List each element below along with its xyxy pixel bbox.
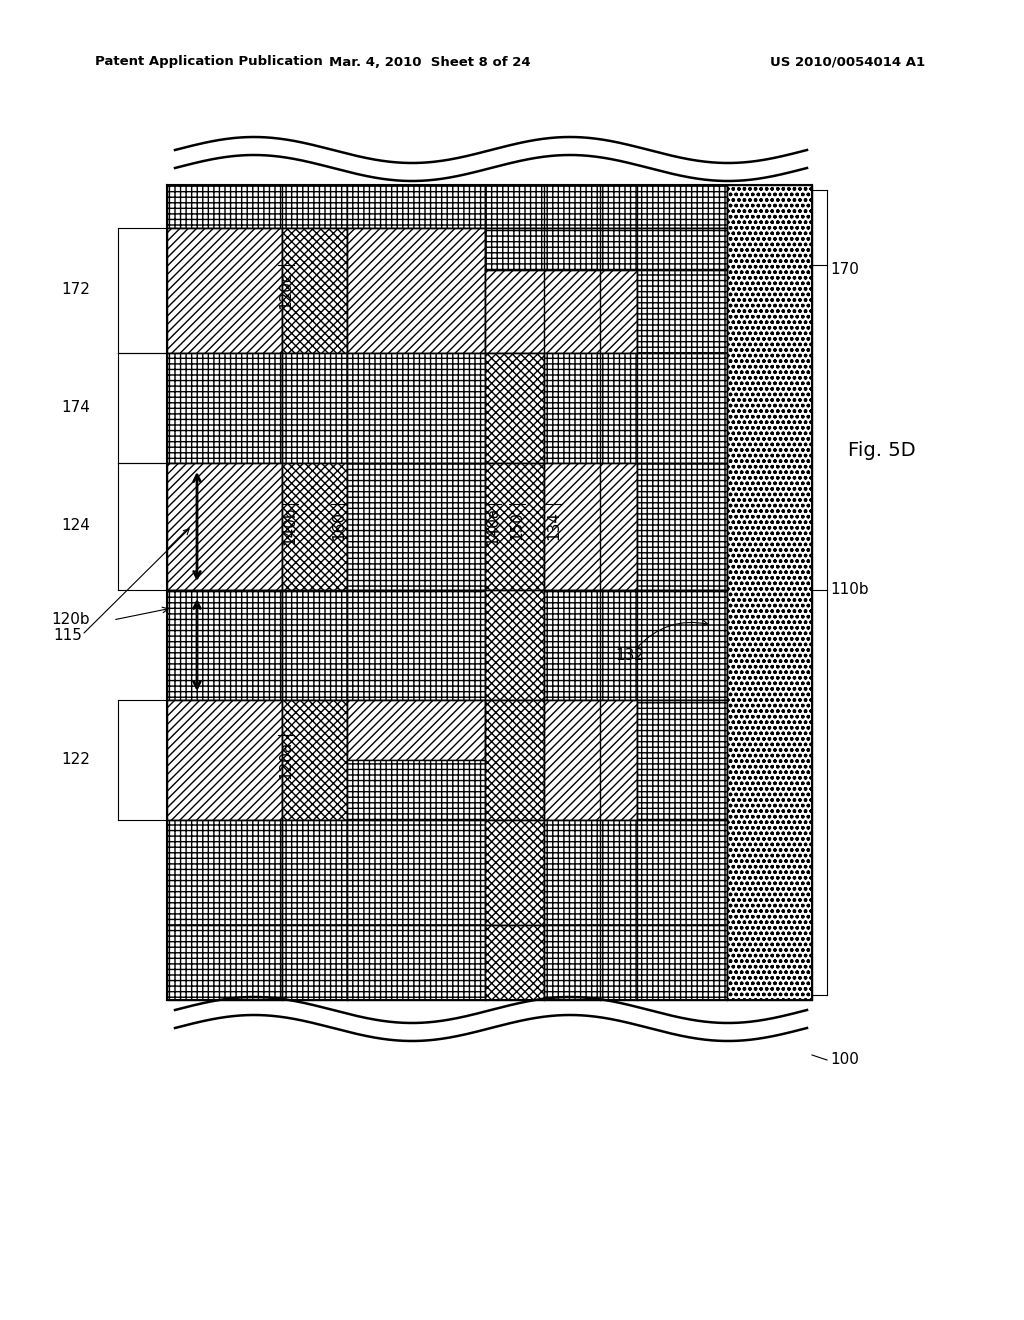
Text: 120b: 120b: [51, 612, 90, 627]
Text: 110b: 110b: [830, 582, 868, 598]
Text: 115: 115: [53, 627, 83, 643]
Bar: [637, 463, 727, 590]
Bar: [544, 700, 637, 820]
Text: 122: 122: [61, 752, 90, 767]
Bar: [544, 820, 727, 925]
Bar: [485, 820, 544, 925]
Bar: [544, 590, 727, 700]
Text: 100: 100: [830, 1052, 859, 1068]
Bar: [282, 820, 347, 925]
Text: 150: 150: [510, 512, 524, 540]
Bar: [167, 820, 282, 925]
Bar: [167, 228, 282, 352]
Bar: [347, 760, 485, 820]
Bar: [727, 185, 812, 1001]
Bar: [282, 352, 347, 463]
Text: 120c: 120c: [279, 272, 294, 309]
Bar: [485, 463, 544, 590]
Bar: [485, 700, 544, 820]
Text: 170: 170: [830, 263, 859, 277]
Bar: [167, 590, 282, 700]
Text: 172: 172: [61, 282, 90, 297]
Bar: [544, 463, 637, 590]
Bar: [347, 820, 485, 925]
Bar: [347, 590, 485, 700]
Text: US 2010/0054014 A1: US 2010/0054014 A1: [770, 55, 925, 69]
Bar: [282, 228, 347, 352]
Bar: [347, 463, 485, 590]
Text: 132: 132: [615, 648, 644, 663]
Text: Mar. 4, 2010  Sheet 8 of 24: Mar. 4, 2010 Sheet 8 of 24: [329, 55, 530, 69]
Bar: [167, 925, 282, 1001]
Bar: [347, 925, 485, 1001]
Bar: [544, 352, 727, 463]
Text: 160: 160: [332, 511, 346, 540]
Text: 120a: 120a: [279, 741, 294, 779]
Bar: [485, 185, 727, 228]
Bar: [347, 700, 485, 760]
Text: Patent Application Publication: Patent Application Publication: [95, 55, 323, 69]
Bar: [167, 463, 282, 590]
Text: 140a: 140a: [485, 507, 501, 545]
Bar: [485, 590, 544, 700]
Bar: [637, 700, 727, 820]
Bar: [167, 352, 282, 463]
Bar: [167, 700, 282, 820]
Bar: [282, 590, 347, 700]
Text: 174: 174: [61, 400, 90, 416]
Bar: [282, 925, 347, 1001]
Bar: [282, 700, 347, 820]
Bar: [485, 228, 727, 271]
Bar: [347, 352, 485, 463]
Bar: [167, 185, 485, 228]
Bar: [485, 271, 637, 352]
Bar: [485, 925, 544, 1001]
Bar: [637, 271, 727, 352]
Bar: [282, 463, 347, 590]
Text: Fig. 5D: Fig. 5D: [848, 441, 915, 459]
Bar: [544, 925, 727, 1001]
Bar: [347, 228, 485, 352]
Text: 124: 124: [61, 519, 90, 533]
Bar: [485, 352, 544, 463]
Text: 134: 134: [547, 511, 561, 540]
Text: 140b: 140b: [283, 507, 298, 545]
